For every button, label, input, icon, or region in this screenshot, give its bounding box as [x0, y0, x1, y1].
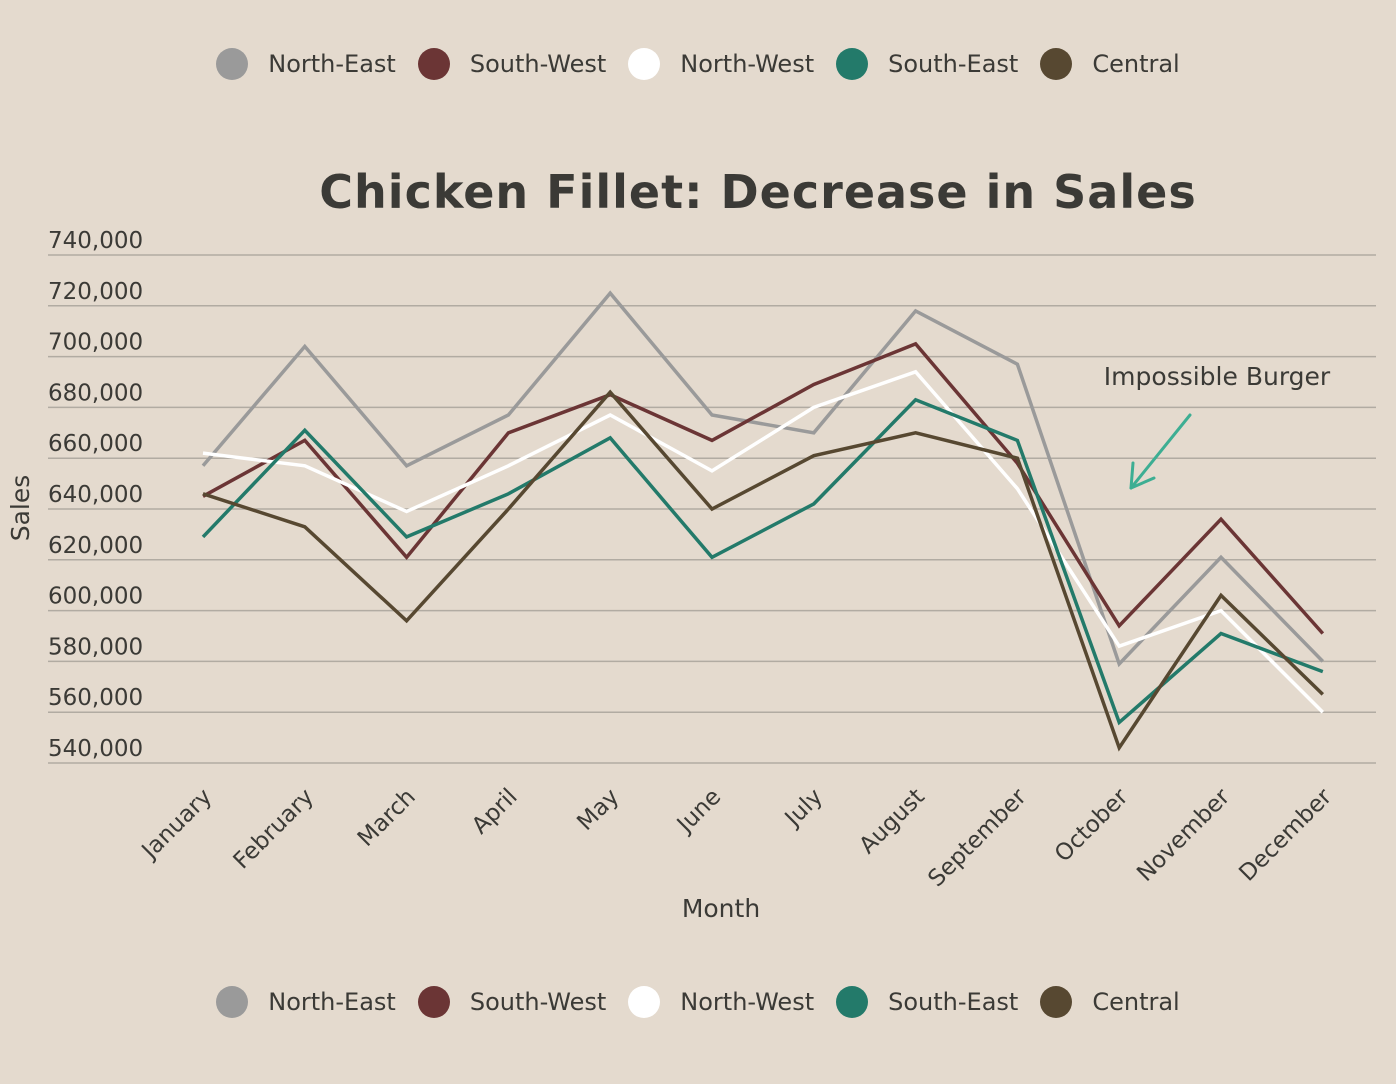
- x-tick-label: May: [572, 784, 624, 836]
- legend-item-central: Central: [1040, 48, 1180, 80]
- x-tick-label: February: [229, 784, 319, 874]
- legend-swatch-icon: [628, 986, 661, 1018]
- legend-item-north-west: North-West: [628, 986, 814, 1018]
- legend-bottom: North-East South-West North-West South-East…: [0, 982, 1396, 1022]
- x-axis-ticks: January February March April May June July Augu…: [136, 783, 1338, 892]
- legend-swatch-icon: [417, 986, 450, 1018]
- legend-swatch-icon: [417, 48, 450, 80]
- legend-swatch-icon: [836, 986, 869, 1018]
- legend-item-south-west: South-West: [417, 986, 607, 1018]
- legend-swatch-icon: [216, 986, 249, 1018]
- legend-item-south-east: South-East: [836, 48, 1018, 80]
- y-tick-label: 660,000: [48, 431, 143, 457]
- legend-item-central: Central: [1040, 986, 1180, 1018]
- y-tick-label: 540,000: [48, 736, 143, 762]
- x-tick-label: November: [1132, 783, 1235, 886]
- x-tick-label: October: [1050, 783, 1134, 867]
- legend-label: South-West: [469, 50, 607, 78]
- gridlines: [48, 254, 1376, 764]
- legend-item-south-east: South-East: [836, 986, 1018, 1018]
- series-line-south-east: [201, 397, 1324, 726]
- y-tick-label: 580,000: [48, 634, 143, 660]
- series-line-south-west: [202, 341, 1325, 635]
- legend-swatch-icon: [216, 48, 249, 80]
- legend-swatch-icon: [1040, 986, 1073, 1018]
- y-tick-label: 600,000: [48, 584, 143, 610]
- y-tick-label: 680,000: [48, 380, 143, 406]
- y-tick-label: 640,000: [48, 482, 143, 508]
- legend-swatch-icon: [628, 48, 661, 80]
- y-tick-label: 740,000: [48, 228, 143, 254]
- legend-label: North-West: [680, 988, 815, 1016]
- x-axis-title: Month: [682, 894, 760, 923]
- annotation-arrow-icon: [1129, 413, 1192, 490]
- series-lines: [201, 290, 1325, 752]
- legend-item-north-east: North-East: [216, 986, 396, 1018]
- legend-item-south-west: South-West: [417, 48, 607, 80]
- x-tick-label: July: [779, 784, 828, 833]
- series-line-north-east: [201, 290, 1325, 668]
- legend-item-north-east: North-East: [216, 48, 396, 80]
- legend-label: Central: [1092, 988, 1180, 1016]
- series-line-central: [202, 389, 1325, 752]
- x-tick-label: March: [353, 784, 421, 852]
- legend-top: North-East South-West North-West South-East…: [0, 44, 1396, 84]
- y-axis-title: Sales: [6, 475, 35, 542]
- x-tick-label: December: [1234, 783, 1337, 886]
- legend-label: North-East: [268, 50, 396, 78]
- x-tick-label: January: [136, 784, 217, 865]
- y-axis-ticks: 740,000 720,000 700,000 680,000 660,000 640,0…: [48, 228, 143, 762]
- y-tick-label: 620,000: [48, 533, 143, 559]
- legend-label: Central: [1092, 50, 1180, 78]
- legend-swatch-icon: [836, 48, 869, 80]
- annotation-impossible-burger: Impossible Burger: [1104, 362, 1331, 490]
- legend-label: South-West: [469, 988, 607, 1016]
- chart-title: Chicken Fillet: Decrease in Sales: [319, 165, 1196, 219]
- y-tick-label: 700,000: [48, 330, 143, 356]
- annotation-label: Impossible Burger: [1104, 362, 1331, 391]
- x-tick-label: April: [467, 784, 523, 840]
- y-tick-label: 560,000: [48, 685, 143, 711]
- legend-item-north-west: North-West: [628, 48, 814, 80]
- legend-label: North-East: [268, 988, 396, 1016]
- legend-swatch-icon: [1040, 48, 1073, 80]
- legend-label: North-West: [680, 50, 815, 78]
- legend-label: South-East: [888, 988, 1019, 1016]
- y-tick-label: 720,000: [48, 279, 143, 305]
- x-tick-label: August: [855, 784, 930, 859]
- series-line-north-west: [202, 369, 1325, 714]
- x-tick-label: June: [671, 784, 726, 839]
- legend-label: South-East: [888, 50, 1019, 78]
- x-tick-label: September: [923, 783, 1032, 892]
